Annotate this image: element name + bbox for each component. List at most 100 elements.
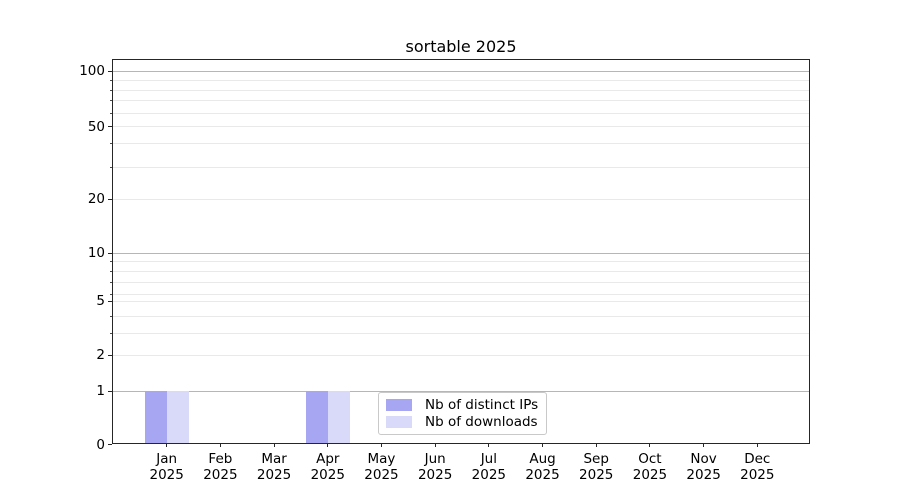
legend-label-downloads: Nb of downloads xyxy=(425,414,538,431)
x-tick-sep xyxy=(595,443,597,447)
y-tick-8 xyxy=(110,271,112,272)
bar-jan-nb-of-distinct-ips xyxy=(144,391,167,443)
legend-swatch-downloads xyxy=(386,416,412,429)
y-tick-0 xyxy=(108,444,112,445)
y-tick-30 xyxy=(110,166,112,168)
x-tick-jul xyxy=(488,443,490,447)
y-tick-80 xyxy=(110,89,112,91)
plot-area: 0 1 2 5 10 20 50 100 Jan 2025 Feb 2025 Mar 2025 Apr 202… xyxy=(79,59,810,483)
legend-swatch-distinct-ips xyxy=(386,398,412,411)
y-tick-40 xyxy=(110,143,112,144)
x-tick-label: Dec 2025 xyxy=(725,451,789,483)
chart-title: sortable 2025 xyxy=(405,37,517,56)
gridline-y-5 xyxy=(113,300,809,302)
x-tick-jan xyxy=(166,443,168,447)
y-tick-6 xyxy=(110,293,112,295)
x-tick-year: 2025 xyxy=(525,467,560,483)
x-tick-month: Sep xyxy=(583,451,609,467)
x-tick-year: 2025 xyxy=(256,467,292,483)
y-tick-label: 2 xyxy=(96,347,105,363)
gridline-y-8 xyxy=(113,271,809,272)
y-tick-60 xyxy=(110,112,112,114)
gridline-y-6 xyxy=(113,293,809,295)
x-tick-label: Sep 2025 xyxy=(564,451,628,483)
x-tick-label: Jan 2025 xyxy=(135,451,199,483)
gridline-y-10 xyxy=(113,252,809,254)
legend: Nb of distinct IPs Nb of downloads xyxy=(378,392,547,435)
x-tick-label: Feb 2025 xyxy=(188,451,252,483)
x-tick-month: Oct xyxy=(638,451,662,467)
gridline-y-60 xyxy=(113,112,809,114)
x-tick-label: Jul 2025 xyxy=(457,451,521,483)
gridline-y-90 xyxy=(113,79,809,81)
x-tick-dec xyxy=(756,443,758,447)
y-tick-3 xyxy=(110,332,112,334)
y-tick-label: 5 xyxy=(96,293,105,309)
y-tick-1 xyxy=(108,390,112,392)
x-tick-month: Feb xyxy=(208,451,233,467)
x-tick-year: 2025 xyxy=(149,467,184,483)
x-tick-label: Jun 2025 xyxy=(403,451,467,483)
gridline-y-20 xyxy=(113,198,809,200)
x-tick-label: Oct 2025 xyxy=(618,451,682,483)
y-tick-label: 50 xyxy=(87,118,105,135)
x-tick-month: May xyxy=(367,451,396,467)
legend-label-distinct-ips: Nb of distinct IPs xyxy=(425,396,539,413)
x-tick-jun xyxy=(434,443,436,447)
legend-row-distinct-ips: Nb of distinct IPs xyxy=(386,396,538,414)
x-tick-year: 2025 xyxy=(686,467,721,483)
x-tick-aug xyxy=(542,443,544,447)
gridline-y-3 xyxy=(113,332,809,334)
x-tick-label: May 2025 xyxy=(349,451,413,483)
x-tick-oct xyxy=(649,443,651,447)
y-tick-4 xyxy=(110,315,112,317)
gridline-y-70 xyxy=(113,99,809,101)
gridline-y-100 xyxy=(113,70,809,72)
x-tick-year: 2025 xyxy=(203,467,238,483)
x-tick-year: 2025 xyxy=(740,467,775,483)
gridline-y-40 xyxy=(113,143,809,144)
gridline-y-2 xyxy=(113,354,809,356)
x-tick-mar xyxy=(273,443,275,447)
y-tick-90 xyxy=(110,79,112,81)
y-tick-label: 100 xyxy=(79,63,105,79)
y-tick-70 xyxy=(110,99,112,101)
x-tick-year: 2025 xyxy=(632,467,668,483)
x-tick-month: Aug xyxy=(529,451,556,467)
y-tick-10 xyxy=(108,252,112,254)
y-tick-20 xyxy=(108,198,112,200)
y-tick-5 xyxy=(108,300,112,302)
y-tick-9 xyxy=(110,260,112,262)
y-tick-7 xyxy=(110,281,112,283)
gridline-y-7 xyxy=(113,281,809,283)
bar-jan-nb-of-downloads xyxy=(166,391,189,443)
x-tick-year: 2025 xyxy=(417,467,453,483)
x-tick-year: 2025 xyxy=(364,467,399,483)
x-tick-year: 2025 xyxy=(471,467,507,483)
x-tick-label: Aug 2025 xyxy=(511,451,575,483)
x-tick-may xyxy=(380,443,382,447)
y-tick-50 xyxy=(108,126,112,127)
legend-row-downloads: Nb of downloads xyxy=(386,414,538,432)
x-tick-month: Apr xyxy=(316,451,340,467)
x-tick-label: Apr 2025 xyxy=(296,451,360,483)
gridline-y-30 xyxy=(113,166,809,168)
x-tick-feb xyxy=(219,443,221,447)
y-tick-100 xyxy=(108,70,112,72)
bar-apr-nb-of-downloads xyxy=(327,391,350,443)
x-tick-month: Dec xyxy=(744,451,771,467)
x-tick-label: Nov 2025 xyxy=(672,451,736,483)
y-tick-label: 10 xyxy=(87,245,105,261)
gridline-y-1 xyxy=(113,390,809,392)
y-tick-label: 1 xyxy=(96,383,105,399)
x-tick-label: Mar 2025 xyxy=(242,451,306,483)
gridline-y-80 xyxy=(113,89,809,91)
x-tick-month: Jun xyxy=(424,451,446,467)
y-tick-label: 0 xyxy=(96,436,105,453)
x-tick-apr xyxy=(327,443,329,447)
gridline-y-4 xyxy=(113,315,809,317)
x-tick-year: 2025 xyxy=(579,467,614,483)
x-tick-month: Jan xyxy=(156,451,178,467)
y-tick-label: 20 xyxy=(87,191,105,207)
gridline-y-50 xyxy=(113,126,809,127)
